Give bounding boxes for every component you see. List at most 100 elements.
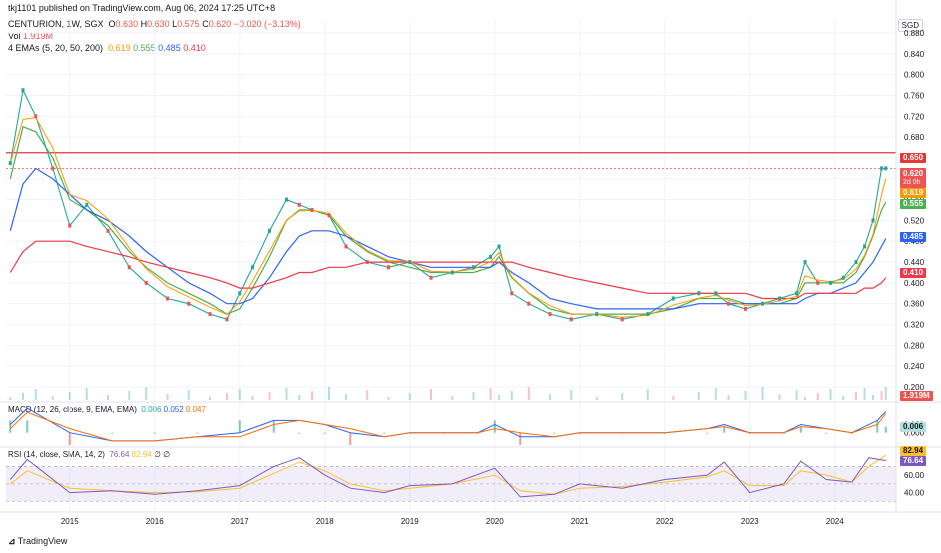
volume-bar [804, 397, 807, 400]
macd-hist-bar [876, 420, 879, 433]
candle-mark [21, 88, 25, 93]
price-tick-label: 0.880 [904, 29, 925, 38]
ema20-value: 0.555 [133, 43, 156, 53]
series-lines [6, 88, 896, 498]
year-tick-label: 2021 [571, 517, 589, 526]
price-tick-label: 0.280 [904, 341, 925, 350]
volume-bar [187, 390, 190, 400]
macd-line [9, 407, 887, 442]
close-value: 0.620 [208, 19, 232, 29]
volume-bar [285, 388, 288, 400]
volume-bar [451, 396, 454, 400]
series-line-ema-200 [9, 240, 887, 300]
price-tick-label: 0.200 [904, 383, 925, 392]
volume-bar [145, 387, 148, 400]
rsi-ma-tag: 82.94 [900, 446, 927, 456]
macd-legend: MACD (12, 26, close, 9, EMA, EMA) 0.006 … [8, 405, 206, 415]
year-tick-label: 2018 [316, 517, 334, 526]
candle-mark [569, 317, 573, 322]
volume-bar [34, 389, 37, 400]
volume-bar [345, 394, 348, 400]
open-label: O [108, 19, 116, 29]
candle-mark [489, 254, 493, 259]
macd-hist-bar [153, 432, 156, 434]
candle-mark [127, 265, 131, 270]
candle-mark [68, 223, 72, 228]
volume-bar [311, 391, 314, 400]
high-value: 0.630 [147, 19, 170, 29]
rsi-tag: 76.64 [900, 456, 927, 466]
macd-hist-bar [383, 432, 386, 434]
candle-mark [854, 260, 858, 265]
change-value: −0.020 (−3.13%) [233, 19, 301, 29]
candle-mark [646, 312, 650, 317]
volume-bar [595, 397, 598, 400]
candle-mark [166, 296, 170, 301]
volume-tag: 1.919M [900, 391, 933, 401]
volume-bar [408, 393, 411, 400]
ema-label[interactable]: 4 EMAs (5, 20, 50, 200) [8, 43, 104, 53]
year-tick-label: 2020 [486, 517, 504, 526]
price-tick-label: 0.520 [904, 216, 925, 225]
volume-bar [51, 396, 54, 400]
ema200-value: 0.410 [183, 43, 206, 53]
low-label: L [172, 19, 178, 29]
volume-bar [268, 392, 271, 400]
candle-mark [880, 166, 884, 171]
volume-bar [795, 390, 798, 400]
year-tick-label: 2024 [826, 517, 844, 526]
series-line-ema-5 [9, 117, 887, 318]
tradingview-footer[interactable]: ⊿ TradingView [8, 536, 67, 547]
series-line-ema-50 [9, 167, 887, 310]
macd-hist-bar [519, 432, 522, 445]
candle-mark [8, 161, 12, 166]
price-tick-label: 0.800 [904, 71, 925, 80]
macd-label[interactable]: MACD (12, 26, close, 9, EMA, EMA) [8, 405, 137, 414]
volume-bar [366, 390, 369, 400]
candle-mark [778, 296, 782, 301]
ema5-tag: 0.619 [900, 188, 927, 198]
candle-mark [595, 312, 599, 317]
rsi-label[interactable]: RSI (14, close, SMA, 14, 2) [8, 450, 105, 459]
volume-bar [863, 388, 866, 400]
ema5-value: 0.619 [108, 43, 131, 53]
volume-bar [510, 391, 513, 400]
ema20-tag: 0.555 [900, 199, 927, 209]
volume-bar [498, 395, 501, 400]
candle-mark [761, 301, 765, 306]
currency-badge[interactable]: SGD [897, 19, 923, 32]
high-label: H [140, 19, 148, 29]
volume-bar [166, 394, 169, 400]
tick-labels: 0.2000.2400.2800.3200.3600.4000.4400.480… [61, 29, 925, 526]
macd-hist-bar [799, 426, 802, 433]
candle-mark [251, 265, 255, 270]
year-tick-label: 2019 [401, 517, 419, 526]
volume-bar [816, 393, 819, 400]
candle-mark [34, 114, 38, 119]
macd-hist-bar [238, 420, 241, 433]
candle-mark [225, 317, 229, 322]
candle-mark [144, 280, 148, 285]
macd-signal-value: 0.047 [185, 405, 206, 414]
resistance-tag: 0.650 [900, 153, 927, 163]
volume-bar [646, 389, 649, 400]
volume-bar [714, 388, 717, 400]
candle-mark [365, 260, 369, 265]
symbol-label[interactable]: CENTURION, 1W, SGX [8, 19, 104, 29]
signal-line [9, 411, 887, 442]
price-tick-label: 0.320 [904, 321, 925, 330]
volume-bar [107, 395, 110, 400]
rsi-tick-label: 40.00 [904, 489, 925, 498]
candle-mark [510, 291, 514, 296]
volume-bar [872, 395, 875, 400]
candle-mark [310, 208, 314, 212]
price-tick-label: 0.360 [904, 300, 925, 309]
candle-mark [387, 265, 391, 270]
candle-mark [472, 265, 476, 270]
series-line-close [9, 88, 886, 320]
macd-hist-bar [493, 420, 496, 433]
volume-bar [842, 396, 845, 400]
volume-bar [387, 397, 390, 400]
candle-mark [429, 275, 433, 280]
